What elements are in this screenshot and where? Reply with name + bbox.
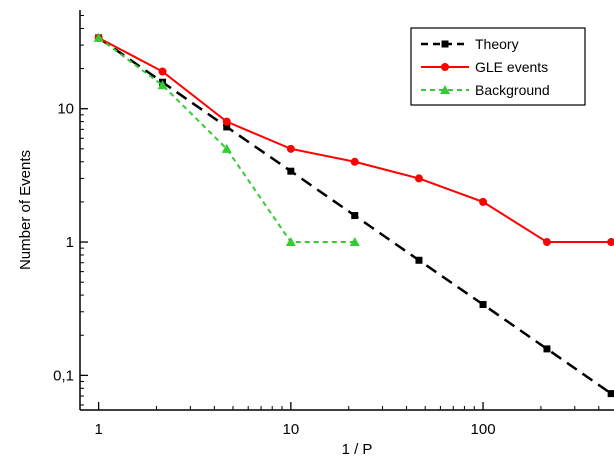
data-point-theory <box>543 345 550 352</box>
data-point-theory <box>608 390 614 397</box>
legend-marker-gle-events <box>441 63 449 71</box>
x-tick-label: 100 <box>471 421 496 438</box>
series-line-background <box>99 38 355 242</box>
legend-marker-theory <box>442 41 449 48</box>
legend-label-background: Background <box>475 82 550 98</box>
y-tick-label: 0,1 <box>53 367 74 384</box>
data-point-theory <box>480 301 487 308</box>
data-point-gle-events <box>287 145 295 153</box>
y-tick-label: 1 <box>66 234 74 251</box>
legend-label-theory: Theory <box>475 36 519 52</box>
x-tick-label: 1 <box>94 421 102 438</box>
y-axis-title: Number of Events <box>17 150 34 270</box>
data-point-background <box>286 237 296 246</box>
data-point-gle-events <box>543 238 551 246</box>
y-tick-label: 10 <box>57 101 74 118</box>
x-axis-title: 1 / P <box>342 441 373 458</box>
data-point-gle-events <box>479 198 487 206</box>
data-point-gle-events <box>607 238 614 246</box>
legend-label-gle-events: GLE events <box>475 59 548 75</box>
data-point-gle-events <box>351 158 359 166</box>
data-point-theory <box>415 257 422 264</box>
data-point-gle-events <box>415 174 423 182</box>
legend: Theory GLE events Background <box>411 28 585 105</box>
data-point-gle-events <box>223 118 231 126</box>
data-point-theory <box>351 212 358 219</box>
x-tick-label: 10 <box>282 421 299 438</box>
data-point-theory <box>287 168 294 175</box>
data-point-gle-events <box>159 68 167 76</box>
series-background <box>94 33 360 246</box>
